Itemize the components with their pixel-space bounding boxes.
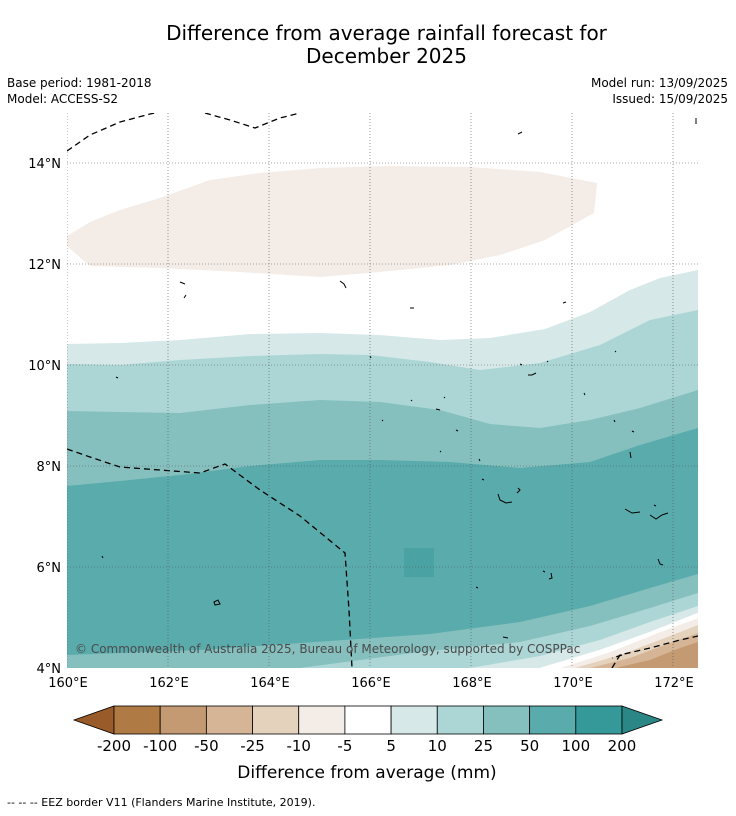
eez-border <box>67 113 698 668</box>
colorbar-tick-label: -25 <box>240 737 265 755</box>
model-text: Model: ACCESS-S2 <box>7 92 119 106</box>
colorbar-swatch <box>252 705 300 735</box>
colorbar-swatch <box>298 705 346 735</box>
rainfall-map: © Commonwealth of Australia 2025, Bureau… <box>28 113 698 783</box>
colorbar-swatch <box>205 705 253 735</box>
contour-100-patch <box>404 548 434 577</box>
lon-tick-162: 162°E <box>149 676 189 691</box>
colorbar-arrow-right <box>621 705 664 735</box>
colorbar-swatch <box>390 705 438 735</box>
meta-left: Base period: 1981-2018 Model: ACCESS-S2 <box>7 75 152 107</box>
lon-tick-164: 164°E <box>250 676 290 691</box>
colorbar-swatch <box>159 705 207 735</box>
map-title: Difference from average rainfall forecas… <box>0 22 736 68</box>
contour-dry-patch <box>67 166 597 277</box>
contour-south-dry-4 <box>615 642 698 668</box>
colorbar-tick-label: 50 <box>520 737 539 755</box>
colorbar-tick-label: -200 <box>97 737 131 755</box>
copyright-text: © Commonwealth of Australia 2025, Bureau… <box>75 642 580 656</box>
model-run-text: Model run: 13/09/2025 <box>590 76 728 90</box>
meta-right: Model run: 13/09/2025 Issued: 15/09/2025 <box>591 75 728 107</box>
colorbar-swatch <box>113 705 161 735</box>
colorbar-tick-label: 25 <box>474 737 493 755</box>
colorbar-swatch <box>344 705 392 735</box>
colorbar-swatch <box>436 705 484 735</box>
contour-edges <box>539 612 698 668</box>
lon-tick-172: 172°E <box>654 676 694 691</box>
colorbar-swatch <box>529 705 577 735</box>
colorbar-swatch <box>483 705 531 735</box>
colorbar: -200 -100 -50 -25 -10 -5 5 10 25 50 100 200 <box>72 705 664 755</box>
colorbar-tick-label: 100 <box>561 737 590 755</box>
colorbar-tick-label: -5 <box>337 737 352 755</box>
colorbar-swatch <box>575 705 623 735</box>
lat-tick-12: 12°N <box>28 258 61 273</box>
lon-tick-168: 168°E <box>452 676 492 691</box>
lat-tick-8: 8°N <box>37 460 62 475</box>
colorbar-label: Difference from average (mm) <box>237 763 496 783</box>
lon-tick-166: 166°E <box>351 676 391 691</box>
lon-tick-160: 160°E <box>48 676 88 691</box>
base-period-text: Base period: 1981-2018 <box>7 76 152 90</box>
lon-tick-170: 170°E <box>553 676 593 691</box>
colorbar-tick-label: -50 <box>194 737 219 755</box>
eez-footer-note: -- -- -- EEZ border V11 (Flanders Marine… <box>7 796 316 809</box>
lat-tick-labels: 4°N 6°N 8°N 10°N 12°N 14°N <box>28 157 61 677</box>
title-line-1: Difference from average rainfall forecas… <box>166 21 607 45</box>
title-line-2: December 2025 <box>306 44 467 68</box>
issued-text: Issued: 15/09/2025 <box>612 92 728 106</box>
islands <box>101 118 697 639</box>
lat-tick-14: 14°N <box>28 157 61 172</box>
colorbar-tick-label: 200 <box>608 737 637 755</box>
lon-tick-labels: 160°E 162°E 164°E 166°E 168°E 170°E 172°… <box>48 676 694 691</box>
colorbar-arrow-left <box>72 705 115 735</box>
gridlines <box>67 113 698 668</box>
colorbar-tick-label: 10 <box>428 737 447 755</box>
colorbar-tick-label: -10 <box>286 737 311 755</box>
colorbar-tick-label: 5 <box>386 737 396 755</box>
colorbar-tick-label: -100 <box>143 737 177 755</box>
lat-tick-10: 10°N <box>28 359 61 374</box>
lat-tick-6: 6°N <box>37 561 62 576</box>
map-plot-area <box>67 113 698 668</box>
lat-tick-4: 4°N <box>37 662 62 677</box>
